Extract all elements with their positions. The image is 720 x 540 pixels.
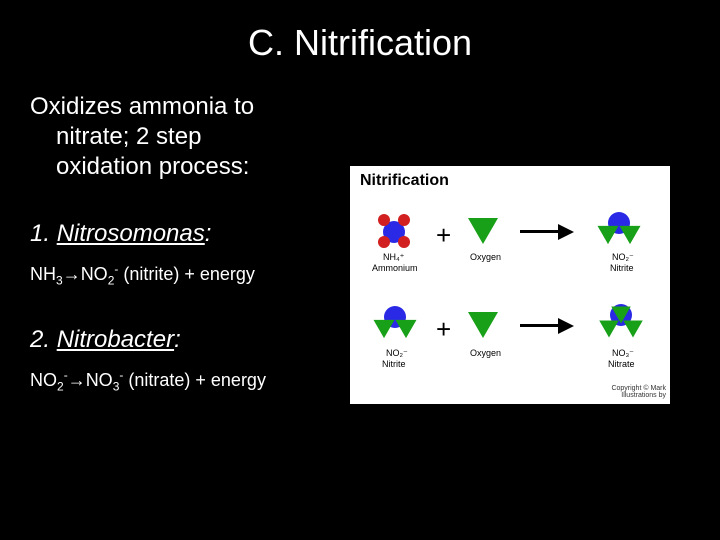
copyright-line2: Illustrations by: [611, 392, 666, 400]
nitrification-diagram: Nitrification NH₄⁺ Ammonium + Oxygen NO₂…: [350, 166, 670, 404]
ammonium-formula: NH₄⁺: [383, 252, 404, 263]
nitrite-oxygen-icon: [620, 226, 641, 244]
ammonium-name: Ammonium: [372, 263, 418, 273]
oxygen2-label: Oxygen: [470, 348, 501, 358]
step2-name: Nitrobacter: [57, 326, 174, 353]
reaction-arrow-stem: [520, 230, 560, 233]
content-row: Oxidizes ammonia to nitrate; 2 step oxid…: [0, 64, 720, 431]
intro-line-1: Oxidizes ammonia to: [30, 92, 350, 122]
diagram-title: Nitrification: [360, 172, 449, 190]
step1-r1: NH: [30, 264, 56, 284]
nitrite2-oxygen-icon: [396, 320, 417, 338]
reaction-arrow2-head-icon: [558, 318, 574, 334]
step1-rest: (nitrite) + energy: [118, 264, 255, 284]
oxygen2-molecule-icon: [468, 312, 498, 338]
step2-reaction: NO2-→NO3- (nitrate) + energy: [30, 368, 350, 394]
copyright-line1: Copyright © Mark: [611, 385, 666, 393]
nitrite-oxygen-icon: [598, 226, 619, 244]
left-column: Oxidizes ammonia to nitrate; 2 step oxid…: [0, 92, 350, 431]
step1-colon: :: [205, 220, 212, 247]
nitrite2-name: Nitrite: [382, 359, 406, 369]
step2-p1: NO: [86, 370, 113, 390]
step2-arrow: →: [68, 370, 86, 390]
nitrite-name: Nitrite: [610, 263, 634, 273]
intro-text: Oxidizes ammonia to nitrate; 2 step oxid…: [30, 92, 350, 182]
step1-name: Nitrosomonas: [57, 220, 205, 247]
oxygen-label: Oxygen: [470, 252, 501, 262]
step1-reaction: NH3→NO2- (nitrite) + energy: [30, 262, 350, 288]
step1-r1sub: 3: [56, 274, 63, 288]
reaction-arrow-head-icon: [558, 224, 574, 240]
right-column: Nitrification NH₄⁺ Ammonium + Oxygen NO₂…: [350, 92, 685, 431]
nitrite-formula: NO₂⁻: [612, 252, 634, 263]
step2-colon: :: [174, 326, 181, 353]
step1-p1: NO: [81, 264, 108, 284]
nitrate-formula: NO₃⁻: [612, 348, 634, 359]
step2-heading: 2. Nitrobacter:: [30, 326, 350, 354]
intro-line-3: oxidation process:: [30, 152, 350, 182]
step2-r1sub: 2: [57, 379, 64, 393]
step2-r1: NO: [30, 370, 57, 390]
step1-num: 1.: [30, 220, 57, 247]
slide-title: C. Nitrification: [0, 0, 720, 64]
intro-line-2: nitrate; 2 step: [30, 122, 350, 152]
step2-num: 2.: [30, 326, 57, 353]
nitrite2-oxygen-icon: [374, 320, 395, 338]
step1-arrow: →: [63, 264, 81, 284]
plus-sign: +: [436, 220, 451, 251]
oxygen-molecule-icon: [468, 218, 498, 244]
nitrate-name: Nitrate: [608, 359, 635, 369]
plus-sign: +: [436, 314, 451, 345]
step1-heading: 1. Nitrosomonas:: [30, 220, 350, 248]
ammonium-h-atom: [378, 236, 390, 248]
nitrate-oxygen-icon: [623, 321, 643, 338]
reaction-arrow2-stem: [520, 324, 560, 327]
step2-rest: (nitrate) + energy: [123, 370, 266, 390]
nitrite2-formula: NO₂⁻: [386, 348, 408, 359]
ammonium-h-atom: [378, 214, 390, 226]
diagram-copyright: Copyright © Mark Illustrations by: [611, 385, 666, 400]
ammonium-h-atom: [398, 214, 410, 226]
ammonium-h-atom: [398, 236, 410, 248]
